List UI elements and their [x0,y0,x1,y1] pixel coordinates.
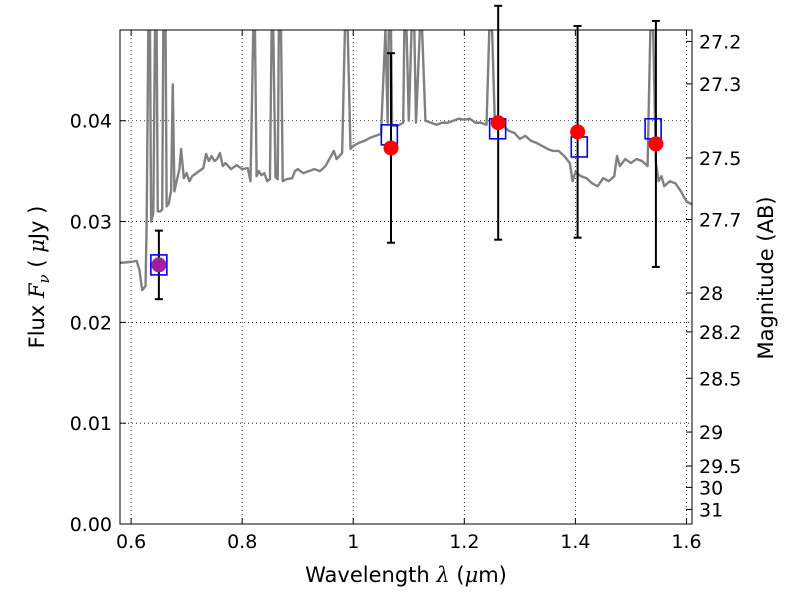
y2-tick-label: 31 [699,499,723,521]
x-tick-label: 1.6 [671,531,701,553]
y2-tick-label: 29.5 [699,456,741,478]
y2-tick-label: 28.5 [699,368,741,390]
x-tick-label: 1 [347,531,359,553]
y2-tick-label: 27.7 [699,210,741,232]
y2-tick-label: 28.2 [699,322,741,344]
y-tick-label: 0.02 [70,312,112,334]
y2-axis-title: Magnitude (AB) [754,196,778,359]
model-flux-square [150,254,168,276]
y-tick-label: 0.03 [70,212,112,234]
y2-tick-label: 27.3 [699,74,741,96]
plot-area [120,30,692,292]
x-tick-label: 1.4 [560,531,590,553]
y-tick-label: 0.00 [70,514,112,536]
x-tick-label: 0.6 [116,531,146,553]
y-tick-label: 0.01 [70,413,112,435]
y2-tick-label: 30 [699,477,723,499]
y2-tick-label: 28 [699,283,723,305]
markers [150,115,664,276]
ticks: 0.6 0.8 1 1.2 1.4 1.6 0.00 0.01 0.02 0.03 0.04 27.2… [70,30,741,553]
y2-tick-label: 29 [699,422,723,444]
observed-flux-point [490,115,506,131]
observed-flux-point [648,136,664,152]
model-spectrum-line [120,30,692,292]
y2-tick-label: 27.5 [699,148,741,170]
y-tick-label: 0.04 [70,111,112,133]
observed-flux-point [383,140,399,156]
x-axis-title: Wavelength λ (μm) [305,563,507,587]
grid [120,30,692,524]
model-flux-square [570,136,589,158]
observed-flux-point [570,124,586,140]
y-axis-title: Flux Fν ( μJy ) [25,206,53,349]
x-tick-label: 0.8 [227,531,257,553]
x-tick-label: 1.2 [449,531,479,553]
y2-tick-label: 27.2 [699,31,741,53]
observed-flux-point [151,257,167,273]
plot-frame [119,29,693,525]
